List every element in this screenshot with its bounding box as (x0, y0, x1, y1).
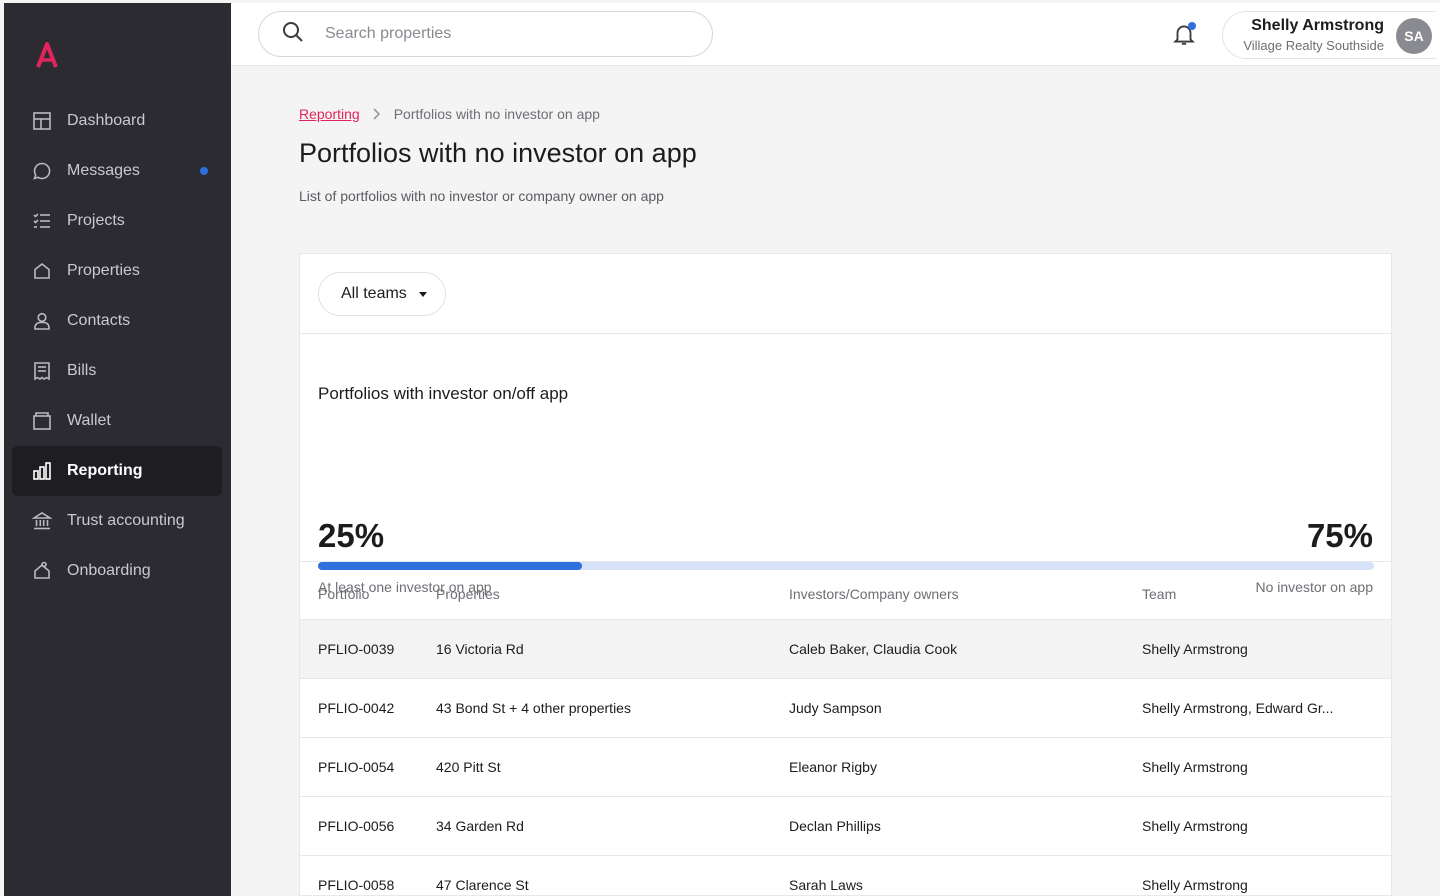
table-row[interactable]: PFLIO-0058 47 Clarence St Sarah Laws She… (300, 855, 1391, 895)
column-header-team[interactable]: Team (1142, 562, 1391, 620)
cell-team: Shelly Armstrong, Edward Gr... (1142, 678, 1391, 738)
sidebar-item-label: Dashboard (67, 112, 146, 129)
checklist-icon (32, 211, 52, 231)
unread-dot (200, 167, 208, 175)
cell-portfolio: PFLIO-0058 (300, 855, 436, 895)
column-header-portfolio[interactable]: Portfolio (300, 562, 436, 620)
chevron-right-icon (370, 107, 384, 121)
filter-bar: All teams (300, 254, 1391, 334)
sidebar-item-label: Messages (67, 162, 140, 179)
team-filter-dropdown[interactable]: All teams (318, 272, 446, 316)
avatar[interactable]: SA (1396, 18, 1432, 54)
wallet-icon (32, 411, 52, 431)
person-icon (32, 311, 52, 331)
house-icon (32, 261, 52, 281)
user-organization: Village Realty Southside (1243, 38, 1384, 53)
sidebar-item-reporting[interactable]: Reporting (12, 446, 222, 496)
bell-icon (1171, 25, 1197, 51)
sidebar-nav: Dashboard Messages Projects Properties C… (12, 96, 222, 596)
sidebar-item-label: Wallet (67, 412, 111, 429)
cell-team: Shelly Armstrong (1142, 619, 1391, 679)
progress-bar-fill (318, 562, 582, 570)
cell-properties: 16 Victoria Rd (436, 619, 789, 679)
receipt-icon (32, 361, 52, 381)
key-house-icon (32, 561, 52, 581)
sidebar-item-messages[interactable]: Messages (12, 146, 222, 196)
cell-properties: 420 Pitt St (436, 737, 789, 797)
stats-title: Portfolios with investor on/off app (318, 384, 569, 403)
sidebar-item-label: Contacts (67, 312, 131, 329)
off-app-label: No investor on app (1255, 579, 1373, 595)
cell-investors: Sarah Laws (789, 855, 1142, 895)
breadcrumb-reporting-link[interactable]: Reporting (299, 106, 360, 122)
caret-down-icon (418, 291, 427, 297)
table-row[interactable]: PFLIO-0039 16 Victoria Rd Caleb Baker, C… (300, 619, 1391, 679)
page-title: Portfolios with no investor on app (299, 138, 697, 168)
table-row[interactable]: PFLIO-0042 43 Bond St + 4 other properti… (300, 678, 1391, 738)
sidebar-item-label: Trust accounting (67, 512, 185, 529)
bar-chart-icon (32, 461, 52, 481)
team-filter-label: All teams (341, 285, 407, 302)
cell-team: Shelly Armstrong (1142, 855, 1391, 895)
sidebar-item-trust-accounting[interactable]: Trust accounting (12, 496, 222, 546)
sidebar: Dashboard Messages Projects Properties C… (4, 3, 231, 896)
search-icon (281, 20, 305, 49)
column-header-properties[interactable]: Properties (436, 562, 789, 620)
on-app-percent: 25% (318, 517, 385, 554)
page-subtitle: List of portfolios with no investor or c… (299, 188, 664, 204)
cell-team: Shelly Armstrong (1142, 796, 1391, 856)
bank-icon (32, 511, 52, 531)
sidebar-item-label: Projects (67, 212, 125, 229)
sidebar-item-contacts[interactable]: Contacts (12, 296, 222, 346)
column-header-investors[interactable]: Investors/Company owners (789, 562, 1142, 620)
table-header-row: Portfolio Properties Investors/Company o… (300, 562, 1391, 620)
sidebar-item-onboarding[interactable]: Onboarding (12, 546, 222, 596)
breadcrumb-current: Portfolios with no investor on app (393, 106, 600, 122)
cell-portfolio: PFLIO-0056 (300, 796, 436, 856)
sidebar-item-dashboard[interactable]: Dashboard (12, 96, 222, 146)
search-box[interactable] (258, 11, 713, 57)
cell-investors: Caleb Baker, Claudia Cook (789, 619, 1142, 679)
on-app-label: At least one investor on app (318, 579, 492, 595)
dashboard-icon (32, 111, 52, 131)
chat-bubble-icon (32, 161, 52, 181)
table-row[interactable]: PFLIO-0054 420 Pitt St Eleanor Rigby She… (300, 737, 1391, 797)
cell-properties: 43 Bond St + 4 other properties (436, 678, 789, 738)
notification-dot (1188, 22, 1196, 30)
sidebar-item-label: Onboarding (67, 562, 151, 579)
portfolios-table: Portfolio Properties Investors/Company o… (300, 562, 1391, 895)
sidebar-item-bills[interactable]: Bills (12, 346, 222, 396)
search-input[interactable] (325, 25, 665, 43)
investor-stats: Portfolios with investor on/off app 25% … (300, 334, 1391, 595)
cell-team: Shelly Armstrong (1142, 737, 1391, 797)
table-row[interactable]: PFLIO-0056 34 Garden Rd Declan Phillips … (300, 796, 1391, 856)
cell-investors: Declan Phillips (789, 796, 1142, 856)
top-bar: Shelly Armstrong Village Realty Southsid… (231, 3, 1440, 66)
cell-investors: Judy Sampson (789, 678, 1142, 738)
cell-portfolio: PFLIO-0054 (300, 737, 436, 797)
user-menu[interactable]: Shelly Armstrong Village Realty Southsid… (1222, 11, 1436, 59)
cell-portfolio: PFLIO-0042 (300, 678, 436, 738)
notifications-button[interactable] (1171, 21, 1199, 49)
sidebar-item-label: Bills (67, 362, 97, 379)
sidebar-item-label: Properties (67, 262, 140, 279)
progress-bar (318, 562, 1374, 570)
cell-properties: 34 Garden Rd (436, 796, 789, 856)
cell-investors: Eleanor Rigby (789, 737, 1142, 797)
breadcrumb: Reporting Portfolios with no investor on… (299, 106, 600, 122)
cell-portfolio: PFLIO-0039 (300, 619, 436, 679)
brand-logo-icon[interactable] (34, 41, 60, 69)
off-app-percent: 75% (1306, 517, 1373, 554)
sidebar-item-wallet[interactable]: Wallet (12, 396, 222, 446)
sidebar-item-projects[interactable]: Projects (12, 196, 222, 246)
sidebar-item-properties[interactable]: Properties (12, 246, 222, 296)
report-card: All teams Portfolios with investor on/of… (299, 253, 1392, 896)
cell-properties: 47 Clarence St (436, 855, 789, 895)
user-name: Shelly Armstrong (1251, 17, 1384, 34)
sidebar-item-label: Reporting (67, 462, 143, 479)
